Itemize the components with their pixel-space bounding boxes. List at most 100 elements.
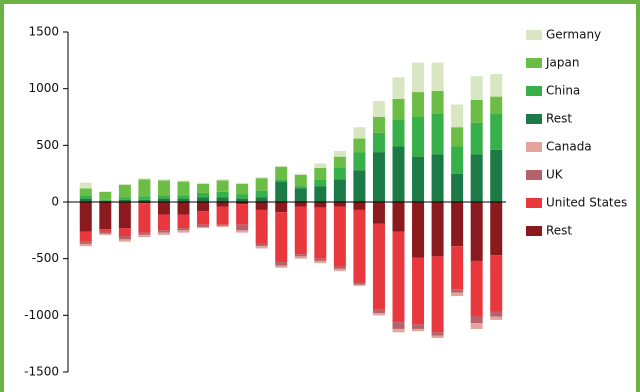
bar-segment	[333, 168, 346, 180]
bar-segment	[314, 163, 327, 168]
chart: -1500 -1000 -500 0 500 1000 1500 Germany Japan Ch…	[24, 25, 627, 379]
bar-segment	[294, 173, 307, 175]
bar-segment	[353, 282, 366, 285]
legend-label: Canada	[546, 140, 592, 154]
bar-segment	[333, 266, 346, 269]
legend-label: United States	[546, 196, 627, 210]
bar-segment	[79, 243, 92, 247]
bar-segment	[294, 186, 307, 189]
bar-segment	[216, 197, 229, 202]
bar-segment	[275, 165, 288, 167]
bar-segment	[490, 311, 503, 317]
y-tick-label: -500	[32, 251, 59, 265]
y-tick-label: 1500	[28, 25, 59, 39]
bar-segment	[236, 198, 249, 202]
bar-segment	[197, 224, 210, 227]
bar-segment	[314, 258, 327, 261]
bar-segment	[392, 322, 405, 329]
bar-segment	[157, 214, 170, 231]
bar-segment	[372, 309, 385, 314]
bar-segment	[177, 202, 190, 215]
bar-segment	[216, 224, 229, 226]
bar-segment	[79, 231, 92, 242]
bar-segment	[79, 241, 92, 244]
bar-segment	[118, 239, 131, 242]
bar-segment	[333, 179, 346, 202]
bar-segment	[392, 119, 405, 147]
bar-segment	[138, 196, 151, 200]
bar-segment	[236, 204, 249, 225]
bar-segment	[372, 132, 385, 153]
bar-segment	[412, 328, 425, 332]
bar-segment	[294, 256, 307, 259]
bar-segment	[431, 332, 444, 336]
bar-segment	[412, 156, 425, 202]
bar-segment	[490, 316, 503, 320]
bar-segment	[470, 154, 483, 202]
bar-segment	[412, 62, 425, 93]
legend-label: China	[546, 84, 580, 98]
bar-segment	[138, 178, 151, 180]
bar-segment	[490, 73, 503, 97]
bar-segment	[118, 197, 131, 200]
bar-segment	[275, 202, 288, 213]
bar-segment	[294, 188, 307, 202]
bar-segment	[138, 234, 151, 238]
legend-swatch	[526, 30, 542, 40]
bar-segment	[157, 202, 170, 215]
bar-segment	[236, 182, 249, 184]
bar-segment	[138, 203, 151, 233]
legend-swatch	[526, 86, 542, 96]
bar-segment	[79, 202, 92, 232]
bar-segment	[236, 224, 249, 231]
bar-segment	[236, 194, 249, 199]
bar-segment	[216, 202, 229, 207]
bar-segment	[451, 127, 464, 147]
bar-segment	[255, 178, 268, 191]
bar-segment	[333, 268, 346, 272]
bar-segment	[118, 228, 131, 236]
bar-segment	[372, 152, 385, 202]
bar-segment	[431, 90, 444, 114]
bar-segment	[353, 284, 366, 286]
bar-segment	[392, 202, 405, 232]
bar-segment	[99, 199, 112, 201]
bar-segment	[470, 100, 483, 123]
bar-segment	[294, 254, 307, 257]
bar-segment	[177, 198, 190, 202]
legend-swatch	[526, 170, 542, 180]
legend-swatch	[526, 58, 542, 68]
bar-segment	[138, 232, 151, 235]
bar-segment	[197, 182, 210, 184]
bar-segment	[431, 154, 444, 202]
bar-segment	[372, 223, 385, 310]
bar-segment	[275, 181, 288, 202]
bar-segment	[451, 289, 464, 293]
bar-segment	[470, 122, 483, 155]
bar-segment	[451, 292, 464, 297]
bar-segment	[79, 198, 92, 202]
bar-segment	[99, 229, 112, 232]
bar-segment	[333, 202, 346, 207]
bar-segment	[99, 233, 112, 235]
bar-segment	[157, 179, 170, 181]
legend: Germany Japan China Rest Canada UK United Stat…	[526, 28, 627, 238]
bar-segment	[314, 207, 327, 259]
bar-segment	[314, 179, 327, 187]
bar-segment	[118, 183, 131, 185]
legend-label: Germany	[546, 28, 601, 42]
y-tick-label: 1000	[28, 81, 59, 95]
bar-segment	[372, 101, 385, 117]
y-tick-label: -1500	[24, 365, 59, 379]
bar-segment	[490, 255, 503, 312]
bar-segment	[255, 209, 268, 244]
bar-segment	[197, 211, 210, 225]
bar-segment	[490, 113, 503, 150]
bar-segment	[372, 117, 385, 133]
bar-segment	[138, 202, 151, 204]
bar-segment	[236, 183, 249, 195]
bar-segment	[157, 195, 170, 199]
bar-segment	[177, 214, 190, 229]
bar-segment	[451, 146, 464, 174]
